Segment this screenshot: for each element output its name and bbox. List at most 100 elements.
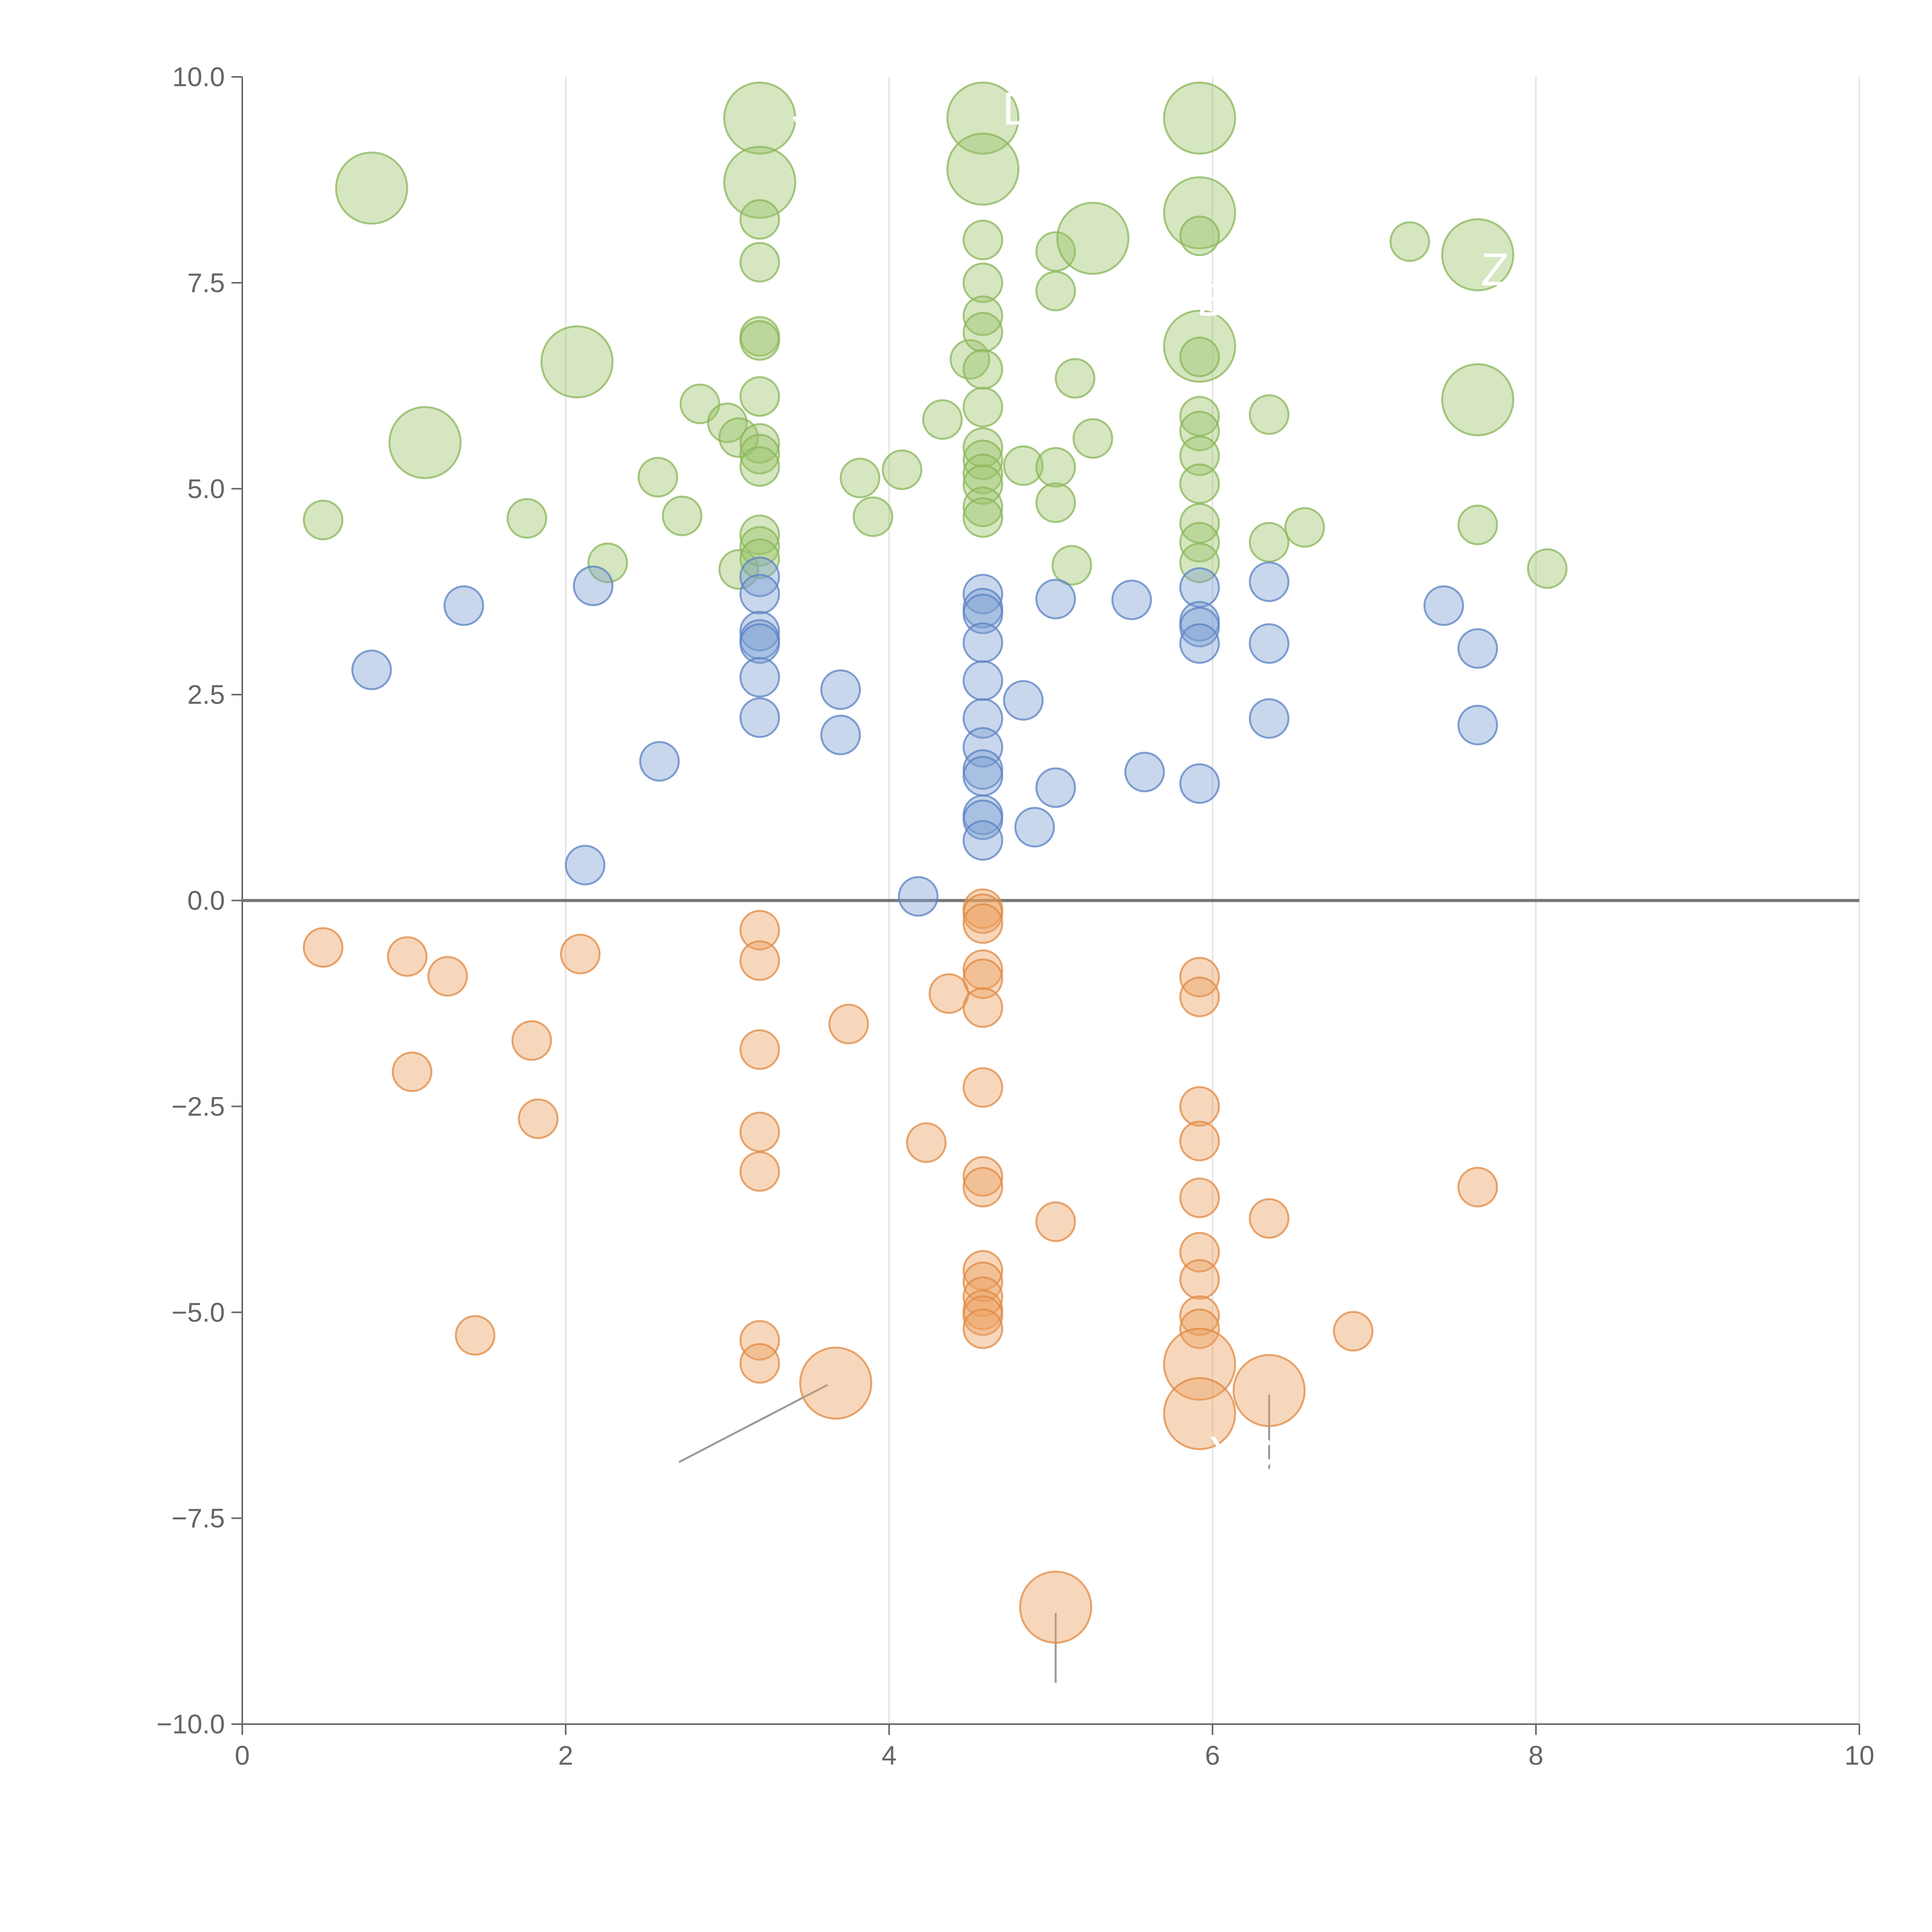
green-data-point [1179, 215, 1220, 256]
orange-data-point [739, 1111, 780, 1152]
orange-data-point [1333, 1311, 1374, 1352]
green-data-point [335, 151, 408, 225]
green-data-point [638, 457, 679, 498]
x-tick-label: 4 [882, 1740, 897, 1770]
blue-data-point [739, 611, 780, 651]
blue-data-point [1014, 807, 1055, 848]
green-data-point [922, 399, 963, 440]
orange-data-point [963, 1295, 1003, 1336]
orange-data-point [1179, 976, 1220, 1017]
y-tick-label: 10.0 [172, 62, 225, 92]
y-tick-label: 5.0 [187, 474, 225, 504]
blue-data-point [963, 622, 1003, 663]
blue-data-point [1248, 561, 1289, 602]
x-tick-label: 2 [558, 1740, 573, 1770]
green-data-point [739, 199, 780, 240]
y-tick-label: −10.0 [156, 1709, 225, 1739]
y-tick-label: 0.0 [187, 886, 225, 916]
point-label: B [1196, 274, 1227, 326]
y-tick-label: 7.5 [187, 268, 225, 298]
blue-data-point [963, 594, 1003, 634]
orange-data-point [799, 1347, 872, 1420]
orange-data-point [963, 958, 1003, 999]
orange-data-point [1232, 1354, 1306, 1427]
green-data-point [739, 446, 780, 487]
orange-data-point [739, 940, 780, 981]
leader-line [1185, 192, 1201, 219]
blue-data-point [1423, 585, 1464, 626]
blue-data-point [565, 845, 605, 886]
orange-data-point [828, 1003, 869, 1044]
x-tick-label: 8 [1529, 1740, 1544, 1770]
blue-data-point [820, 669, 861, 710]
blue-data-point [1457, 628, 1498, 669]
blue-data-point [739, 697, 780, 738]
blue-data-point [1111, 580, 1152, 621]
orange-data-point [560, 934, 601, 975]
green-data-point [388, 406, 462, 479]
green-data-point [946, 133, 1020, 206]
point-label: D [1002, 83, 1036, 135]
green-data-point [1179, 543, 1220, 583]
blue-data-point [739, 623, 780, 664]
green-data-point [1179, 435, 1220, 476]
green-data-point [963, 219, 1003, 260]
green-data-point [1457, 505, 1498, 546]
orange-data-point [963, 1261, 1003, 1302]
orange-data-point [1019, 1570, 1092, 1644]
green-data-point [963, 349, 1003, 390]
x-tick-label: 0 [235, 1740, 250, 1770]
orange-data-point [391, 1051, 432, 1092]
orange-data-point [929, 973, 969, 1014]
orange-data-point [739, 1320, 780, 1361]
y-tick-label: −2.5 [172, 1091, 225, 1121]
blue-data-point [573, 565, 614, 606]
green-data-point [1072, 418, 1113, 459]
leader-line [1481, 406, 1498, 428]
y-tick-label: −5.0 [172, 1297, 225, 1327]
green-data-point [739, 434, 780, 474]
orange-data-point [518, 1098, 559, 1139]
green-data-point [1284, 507, 1325, 548]
green-data-point [662, 495, 702, 536]
green-data-point [1035, 270, 1076, 311]
blue-data-point [898, 876, 939, 917]
green-data-point [1389, 221, 1430, 262]
orange-data-point [739, 1029, 780, 1070]
green-data-point [1248, 394, 1289, 435]
blue-data-point [1003, 680, 1044, 721]
orange-data-point [963, 893, 1003, 934]
green-data-point [1179, 522, 1220, 563]
blue-data-point [1179, 607, 1220, 648]
green-data-point [1441, 363, 1514, 437]
orange-data-point [511, 1020, 552, 1061]
orange-data-point [1457, 1167, 1498, 1208]
green-data-point [1163, 82, 1236, 155]
orange-data-point [387, 936, 428, 977]
orange-data-point [963, 1308, 1003, 1349]
blue-data-point [963, 756, 1003, 797]
green-data-point [739, 423, 780, 464]
orange-data-point [455, 1315, 496, 1356]
orange-data-point [739, 1343, 780, 1384]
orange-data-point [1179, 1177, 1220, 1218]
blue-data-point [1457, 704, 1498, 745]
green-data-point [1527, 548, 1568, 589]
label-leader-line [1476, 255, 1482, 275]
blue-data-point [351, 650, 392, 690]
green-data-point [1179, 337, 1220, 378]
label-leader-line [983, 117, 990, 121]
orange-data-point [739, 910, 780, 951]
green-data-point [963, 262, 1003, 303]
green-data-point [963, 295, 1003, 336]
x-tick-label: 6 [1205, 1740, 1220, 1770]
green-data-point [1441, 218, 1514, 291]
green-data-point [1035, 482, 1076, 523]
green-data-point [587, 543, 628, 583]
green-data-point [1179, 411, 1220, 452]
blue-data-point [1179, 623, 1220, 664]
green-data-point [1051, 545, 1092, 586]
green-data-point [963, 312, 1003, 353]
leader-line [579, 372, 596, 395]
